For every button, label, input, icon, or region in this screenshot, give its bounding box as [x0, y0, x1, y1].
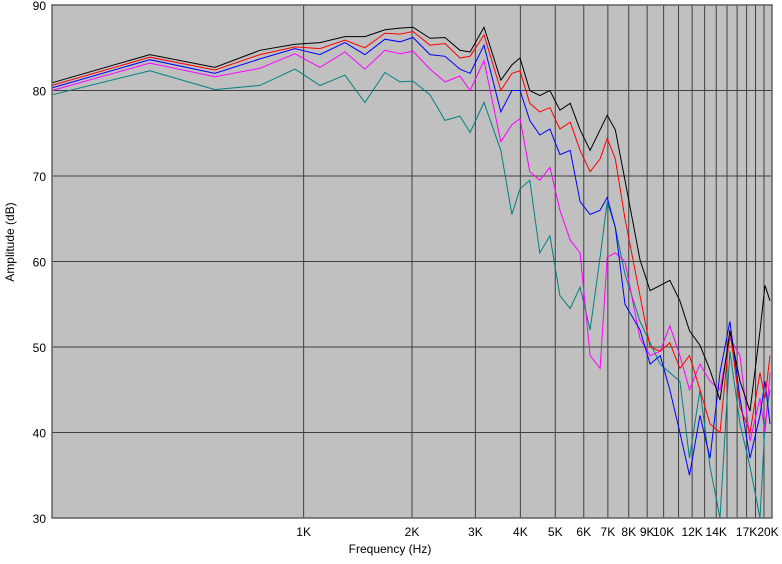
y-tick-labels: 30 40 50 60 70 80 90 [33, 0, 47, 526]
y-tick-label: 30 [33, 512, 47, 526]
series-lines [51, 25, 771, 519]
x-tick-label: 1K [296, 525, 311, 539]
x-tick-label: 4K [513, 525, 528, 539]
x-tick-label: 9K [640, 525, 655, 539]
x-tick-label: 12K [681, 525, 702, 539]
y-tick-label: 80 [33, 85, 47, 99]
x-tick-label: 17K [736, 525, 757, 539]
x-tick-label: 6K [576, 525, 591, 539]
y-tick-label: 40 [33, 427, 47, 441]
x-tick-label: 8K [621, 525, 636, 539]
series-line-black [51, 25, 771, 412]
x-tick-label: 2K [405, 525, 420, 539]
y-axis-label: Amplitude (dB) [3, 202, 17, 281]
x-tick-label: 3K [468, 525, 483, 539]
y-tick-label: 60 [33, 256, 47, 270]
x-tick-label: 7K [601, 525, 616, 539]
x-tick-label: 20K [757, 525, 778, 539]
series-line-blue [51, 36, 771, 476]
series-line-teal [51, 68, 771, 519]
x-tick-label: 14K [706, 525, 727, 539]
y-tick-label: 50 [33, 341, 47, 355]
grid-lines [52, 4, 773, 519]
y-tick-label: 90 [33, 0, 47, 13]
plot-frame [51, 4, 773, 519]
x-tick-label: 5K [548, 525, 563, 539]
series-line-magenta [51, 49, 771, 442]
y-tick-label: 70 [33, 170, 47, 184]
series-line-red [51, 30, 771, 435]
x-axis-label: Frequency (Hz) [349, 542, 432, 556]
x-tick-label: 10K [653, 525, 674, 539]
